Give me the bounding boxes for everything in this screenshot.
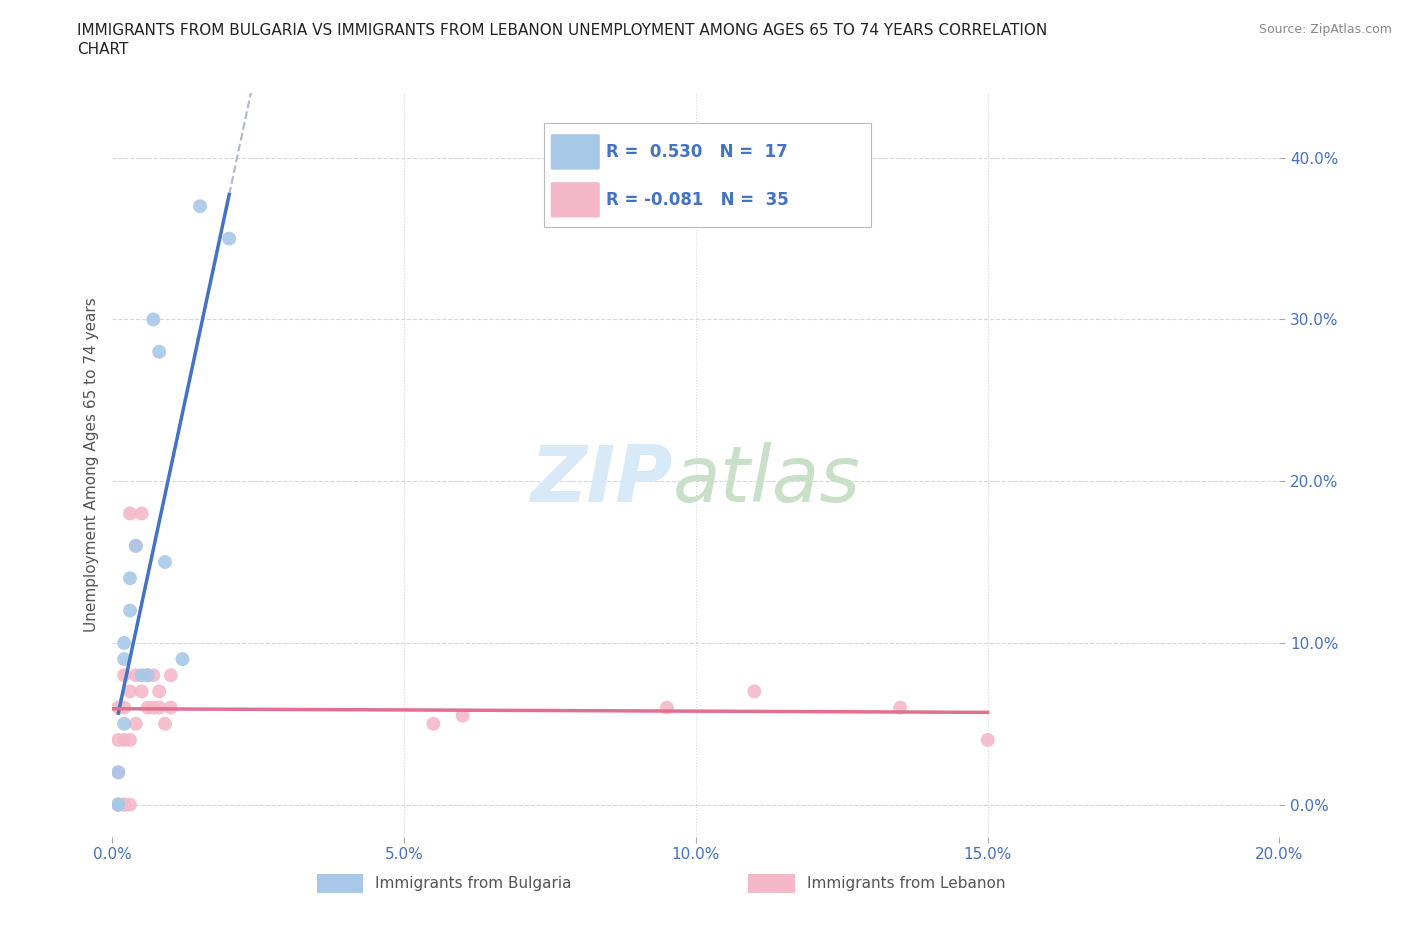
Point <box>125 538 148 553</box>
Point <box>118 506 141 521</box>
Point <box>125 716 148 731</box>
Point <box>118 571 141 586</box>
Point <box>160 700 183 715</box>
Point <box>118 733 141 748</box>
Point <box>131 506 153 521</box>
Text: IMMIGRANTS FROM BULGARIA VS IMMIGRANTS FROM LEBANON UNEMPLOYMENT AMONG AGES 65 T: IMMIGRANTS FROM BULGARIA VS IMMIGRANTS F… <box>77 23 1047 38</box>
Point <box>742 684 765 698</box>
Text: Source: ZipAtlas.com: Source: ZipAtlas.com <box>1258 23 1392 36</box>
Point <box>153 554 176 569</box>
Point <box>112 668 135 683</box>
Point <box>125 668 148 683</box>
Point <box>422 716 444 731</box>
Point <box>218 232 240 246</box>
Point <box>112 652 135 667</box>
Point <box>451 709 474 724</box>
Point <box>142 668 165 683</box>
Point <box>136 700 159 715</box>
Text: Immigrants from Bulgaria: Immigrants from Bulgaria <box>375 876 572 891</box>
Y-axis label: Unemployment Among Ages 65 to 74 years: Unemployment Among Ages 65 to 74 years <box>83 298 98 632</box>
Point <box>172 652 194 667</box>
Point <box>655 700 678 715</box>
Point <box>107 797 129 812</box>
Point <box>112 797 135 812</box>
Point <box>118 604 141 618</box>
Point <box>112 797 135 812</box>
Point <box>118 797 141 812</box>
Point <box>112 635 135 650</box>
Point <box>148 700 170 715</box>
Text: Immigrants from Lebanon: Immigrants from Lebanon <box>807 876 1005 891</box>
Text: CHART: CHART <box>77 42 129 57</box>
Point <box>107 700 129 715</box>
Point <box>188 199 211 214</box>
Point <box>160 668 183 683</box>
Point <box>153 716 176 731</box>
Text: ZIP: ZIP <box>530 442 672 518</box>
Point <box>107 764 129 779</box>
Point <box>107 797 129 812</box>
Point <box>125 538 148 553</box>
Point <box>142 700 165 715</box>
Point <box>112 716 135 731</box>
Point <box>131 684 153 698</box>
Point <box>107 797 129 812</box>
Bar <box>316 874 363 893</box>
Point <box>131 668 153 683</box>
Point <box>112 700 135 715</box>
Point <box>148 344 170 359</box>
Point <box>976 733 998 748</box>
Point <box>148 684 170 698</box>
Point <box>118 684 141 698</box>
Point <box>889 700 911 715</box>
Bar <box>748 874 796 893</box>
Point <box>107 733 129 748</box>
Point <box>112 733 135 748</box>
Point <box>107 797 129 812</box>
Point <box>107 797 129 812</box>
Text: atlas: atlas <box>672 442 860 518</box>
Point <box>142 312 165 326</box>
Point <box>136 668 159 683</box>
Point <box>107 764 129 779</box>
Point <box>136 668 159 683</box>
